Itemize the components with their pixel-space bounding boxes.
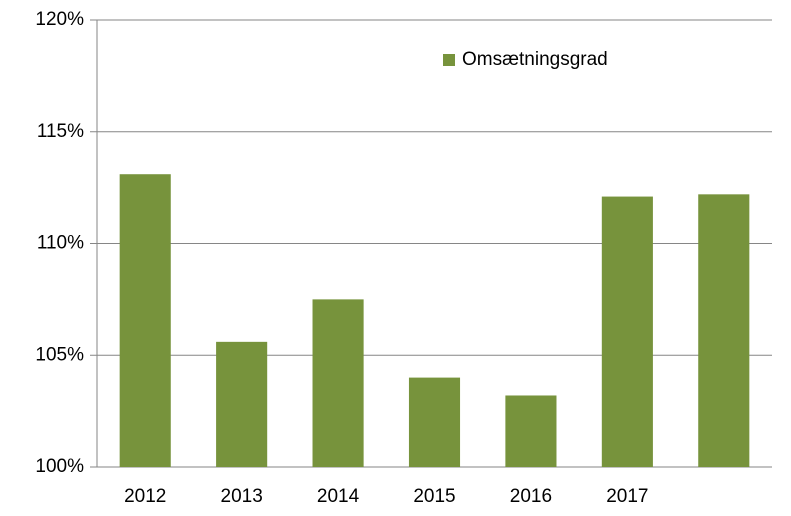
bar — [216, 341, 268, 467]
x-tick-label: 2017 — [606, 486, 648, 507]
x-tick-label: 2016 — [510, 486, 552, 507]
legend-swatch — [443, 54, 455, 66]
y-tick-label: 120% — [35, 9, 84, 30]
legend-label: Omsætningsgrad — [462, 49, 608, 70]
bar — [312, 299, 364, 467]
x-tick-label: 2014 — [317, 486, 360, 507]
bar — [601, 196, 653, 467]
y-tick-label: 110% — [37, 233, 84, 254]
bar — [408, 377, 461, 467]
y-tick-label: 100% — [35, 456, 84, 477]
y-tick-label: 115% — [37, 121, 84, 142]
y-tick-label: 105% — [35, 344, 84, 365]
x-tick-label: 2012 — [124, 486, 166, 507]
bar — [505, 395, 557, 467]
bar — [119, 174, 171, 467]
bar — [698, 194, 750, 467]
x-tick-label: 2015 — [413, 486, 455, 507]
x-tick-label: 2013 — [221, 486, 263, 507]
